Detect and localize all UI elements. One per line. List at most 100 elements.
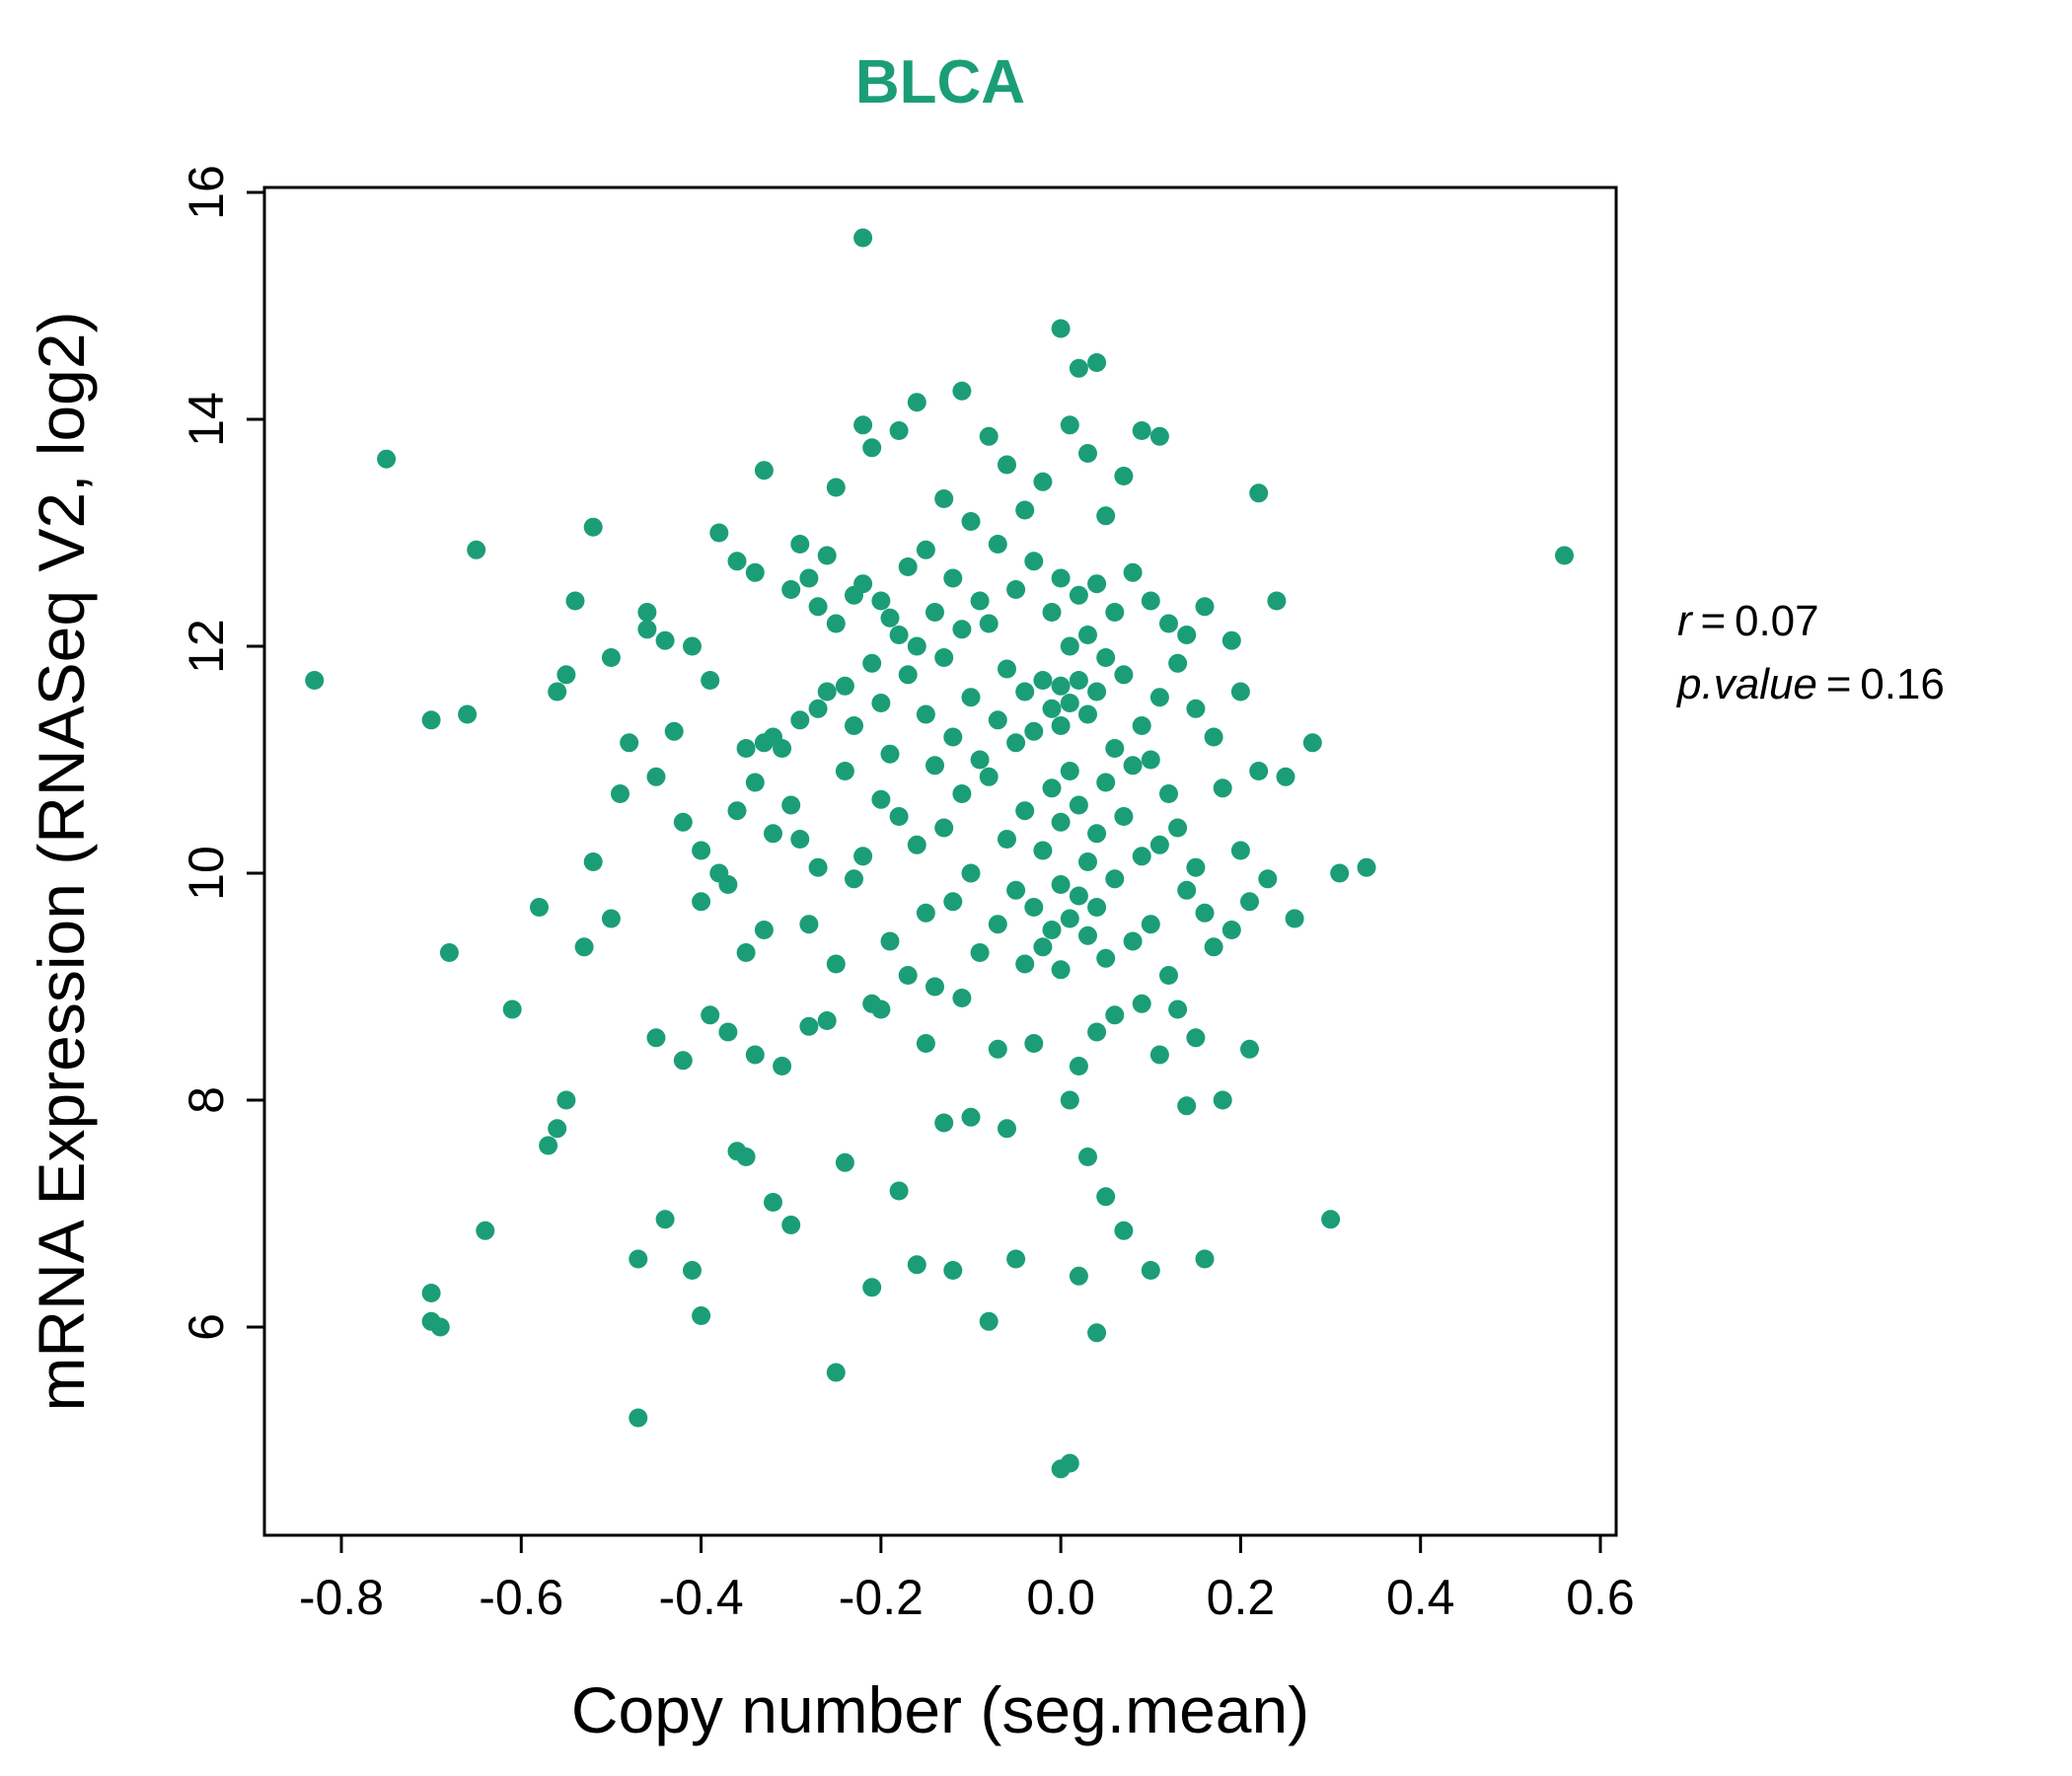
data-point: [1078, 444, 1097, 463]
data-point: [377, 449, 397, 469]
data-point: [1051, 812, 1071, 832]
data-point: [1078, 1147, 1097, 1166]
data-point: [952, 381, 972, 401]
data-point: [907, 636, 926, 656]
data-point: [1204, 937, 1223, 957]
y-tick-label: 10: [179, 846, 234, 901]
data-point: [1195, 597, 1215, 617]
data-point: [1069, 585, 1088, 605]
data-point: [979, 426, 999, 446]
data-point: [808, 857, 828, 877]
data-point: [701, 671, 720, 690]
data-point: [1006, 733, 1026, 753]
data-point: [673, 1051, 693, 1071]
data-point: [1186, 699, 1206, 718]
data-point: [898, 966, 918, 985]
x-tick-label: -0.4: [658, 1570, 743, 1625]
data-point: [1114, 807, 1134, 826]
data-point: [502, 999, 522, 1019]
data-point: [683, 1261, 702, 1280]
data-point: [998, 455, 1016, 475]
data-point: [1132, 716, 1151, 735]
data-point: [1087, 574, 1107, 594]
data-point: [754, 461, 774, 481]
data-point: [952, 620, 972, 639]
data-point: [1105, 603, 1125, 622]
data-point: [655, 1210, 675, 1229]
data-point: [1258, 869, 1278, 889]
data-point: [1015, 954, 1035, 974]
data-point: [646, 1028, 666, 1048]
data-point: [773, 1057, 792, 1075]
data-point: [637, 603, 657, 622]
data-point: [421, 710, 441, 730]
p-value-line: p.value = 0.16: [1677, 653, 1945, 716]
r-equals: =: [1700, 597, 1727, 645]
data-point: [1024, 1034, 1044, 1053]
data-point: [1302, 733, 1322, 753]
data-point: [1267, 591, 1287, 611]
data-point: [880, 931, 900, 951]
data-point: [439, 943, 459, 962]
data-point: [1078, 852, 1097, 871]
data-point: [781, 1216, 801, 1234]
data-point: [1051, 568, 1071, 588]
data-point: [817, 546, 837, 565]
data-point: [556, 1090, 576, 1110]
data-point: [934, 1113, 954, 1133]
data-point: [692, 892, 711, 912]
r-label: r: [1677, 597, 1692, 645]
data-point: [476, 1221, 495, 1240]
data-point: [1276, 767, 1295, 786]
data-point: [1060, 694, 1079, 712]
data-point: [943, 892, 963, 912]
data-point: [1141, 915, 1160, 934]
data-point: [1096, 506, 1116, 526]
data-point: [1330, 863, 1350, 883]
data-point: [1060, 636, 1079, 656]
data-point: [835, 676, 854, 696]
data-point: [1105, 869, 1125, 889]
data-point: [1114, 467, 1134, 485]
data-point: [1221, 921, 1241, 939]
data-point: [1213, 778, 1232, 798]
data-point: [862, 438, 882, 458]
data-point: [1186, 1028, 1206, 1048]
data-point: [1159, 784, 1178, 803]
data-point: [1024, 898, 1044, 917]
data-point: [458, 704, 478, 724]
data-point: [1249, 762, 1269, 780]
data-point: [1015, 500, 1035, 520]
data-point: [1078, 704, 1097, 724]
data-point: [853, 228, 873, 248]
data-point: [611, 784, 629, 803]
data-point: [1060, 415, 1079, 435]
data-point: [961, 863, 981, 883]
chart-title: BLCA: [854, 48, 1026, 116]
data-point: [907, 393, 926, 412]
data-point: [1051, 319, 1071, 338]
data-point: [1195, 903, 1215, 923]
data-point: [952, 989, 972, 1007]
data-point: [548, 1119, 567, 1139]
data-point: [790, 535, 810, 554]
data-point: [853, 847, 873, 866]
data-point: [1213, 1090, 1232, 1110]
data-point: [970, 750, 990, 770]
data-point: [701, 1005, 720, 1025]
data-point: [998, 830, 1016, 849]
data-point: [916, 1034, 935, 1053]
data-point: [1087, 682, 1107, 702]
data-point: [1141, 750, 1160, 770]
data-point: [889, 1181, 909, 1201]
data-point: [727, 552, 747, 571]
data-point: [898, 665, 918, 685]
data-point: [1069, 795, 1088, 815]
data-point: [683, 636, 702, 656]
data-point: [1123, 756, 1143, 776]
data-point: [1186, 857, 1206, 877]
data-point: [1123, 931, 1143, 951]
data-point: [1042, 921, 1062, 939]
data-point: [1051, 960, 1071, 980]
data-point: [1132, 421, 1151, 440]
